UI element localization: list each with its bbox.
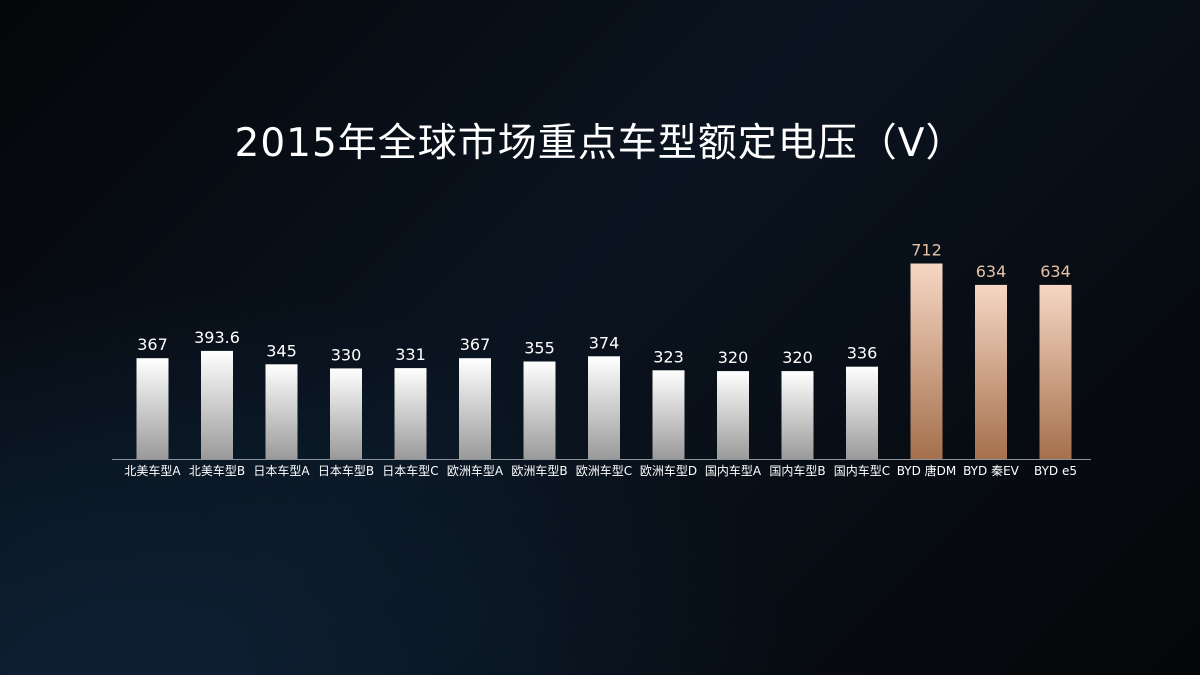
category-label-2: 北美车型B — [189, 463, 245, 478]
category-label-5: 日本车型C — [382, 463, 438, 478]
bar-12 — [846, 366, 878, 459]
bar-13 — [910, 263, 943, 459]
value-label-10: 320 — [718, 348, 749, 367]
value-label-5: 331 — [395, 345, 426, 364]
bar-9 — [652, 370, 685, 459]
bar-1 — [136, 358, 169, 459]
value-label-4: 330 — [331, 345, 362, 364]
bar-2 — [201, 350, 233, 459]
value-label-6: 367 — [460, 335, 491, 354]
value-label-7: 355 — [524, 339, 555, 358]
category-label-8: 欧洲车型C — [576, 463, 632, 478]
bar-15 — [1039, 284, 1072, 459]
value-label-12: 336 — [847, 344, 878, 363]
bar-5 — [394, 368, 427, 459]
category-label-13: BYD 唐DM — [897, 463, 957, 478]
value-label-2: 393.6 — [194, 328, 240, 347]
category-label-11: 国内车型B — [769, 463, 825, 478]
category-label-14: BYD 秦EV — [963, 464, 1020, 478]
value-label-11: 320 — [782, 348, 813, 367]
value-label-1: 367 — [137, 335, 168, 354]
category-label-6: 欧洲车型A — [447, 463, 504, 478]
value-label-15: 634 — [1040, 262, 1071, 281]
chart-title: 2015年全球市场重点车型额定电压（V） — [234, 121, 966, 166]
bar-4 — [330, 368, 362, 459]
bar-7 — [523, 361, 556, 459]
category-label-15: BYD e5 — [1034, 464, 1077, 478]
bar-14 — [975, 284, 1007, 459]
category-label-9: 欧洲车型D — [640, 463, 697, 478]
bar-3 — [265, 364, 298, 459]
category-label-7: 欧洲车型B — [511, 463, 567, 478]
value-label-9: 323 — [653, 347, 684, 366]
value-label-14: 634 — [976, 262, 1007, 281]
category-label-3: 日本车型A — [253, 463, 310, 478]
category-label-1: 北美车型A — [124, 463, 181, 478]
value-label-3: 345 — [266, 341, 297, 360]
bar-11 — [781, 371, 814, 459]
bar-6 — [459, 358, 491, 459]
bar-10 — [717, 371, 749, 459]
value-label-13: 712 — [911, 241, 942, 260]
category-label-4: 日本车型B — [318, 463, 374, 478]
bar-8 — [588, 356, 620, 459]
category-label-10: 国内车型A — [705, 463, 762, 478]
value-label-8: 374 — [589, 333, 620, 352]
category-label-12: 国内车型C — [834, 463, 890, 478]
